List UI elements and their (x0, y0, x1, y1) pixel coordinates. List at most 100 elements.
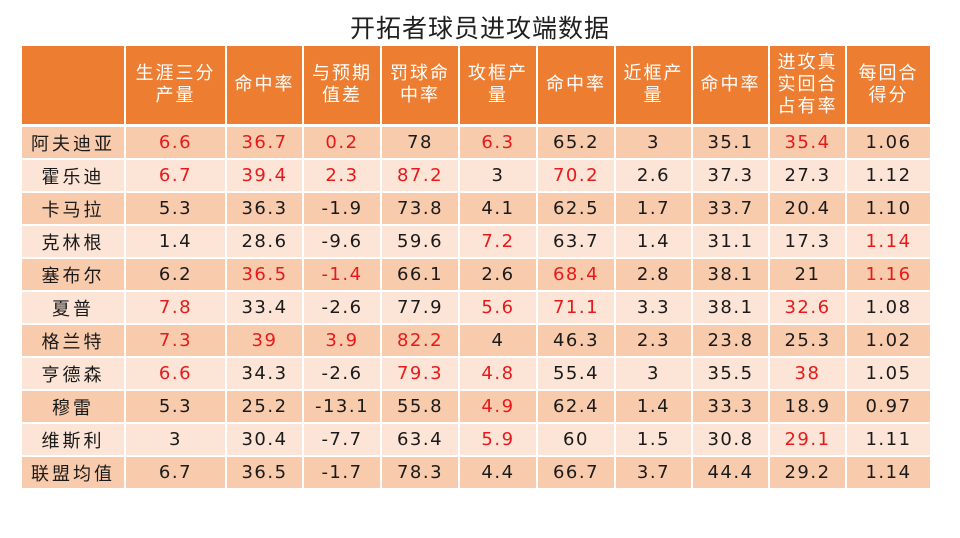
table-cell: 1.05 (847, 358, 930, 391)
table-cell: 32.6 (770, 292, 847, 325)
table-cell: 4.8 (460, 358, 538, 391)
stats-table: 生涯三分产量 命中率 与预期值差 罚球命中率 攻框产量 命中率 近框产量 命中率… (22, 46, 930, 490)
player-name-cell: 克林根 (22, 226, 126, 259)
table-row: 维斯利 3 30.4 -7.7 63.4 5.9 60 1.5 30.8 29.1 1.11 (22, 424, 930, 457)
table-cell: 27.3 (770, 160, 847, 193)
table-row: 霍乐迪 6.7 39.4 2.3 87.2 3 70.2 2.6 37.3 27.3 1.12 (22, 160, 930, 193)
table-cell: 34.3 (227, 358, 304, 391)
table-cell: 3.7 (616, 457, 693, 490)
table-cell: 7.2 (460, 226, 538, 259)
table-cell: -1.9 (304, 193, 382, 226)
header-cell: 攻框产量 (460, 46, 538, 127)
table-cell: 35.1 (693, 127, 770, 160)
table-cell: 3 (460, 160, 538, 193)
table-cell: 1.4 (616, 226, 693, 259)
table-cell: 6.6 (126, 127, 227, 160)
table-cell: 36.5 (227, 259, 304, 292)
table-cell: 1.10 (847, 193, 930, 226)
table-cell: 73.8 (382, 193, 460, 226)
table-cell: 63.4 (382, 424, 460, 457)
table-cell: 18.9 (770, 391, 847, 424)
table-cell: 70.2 (538, 160, 616, 193)
table-cell: 2.8 (616, 259, 693, 292)
header-cell: 近框产量 (616, 46, 693, 127)
table-cell: 46.3 (538, 325, 616, 358)
table-cell: 5.3 (126, 193, 227, 226)
table-row: 亨德森 6.6 34.3 -2.6 79.3 4.8 55.4 3 35.5 38 1.05 (22, 358, 930, 391)
table-cell: 6.2 (126, 259, 227, 292)
table-cell: 29.1 (770, 424, 847, 457)
table-cell: 21 (770, 259, 847, 292)
table-cell: 1.02 (847, 325, 930, 358)
table-cell: -1.4 (304, 259, 382, 292)
table-cell: -1.7 (304, 457, 382, 490)
table-cell: 0.2 (304, 127, 382, 160)
table-cell: 66.1 (382, 259, 460, 292)
table-cell: 39.4 (227, 160, 304, 193)
player-name-cell: 维斯利 (22, 424, 126, 457)
table-cell: 4.4 (460, 457, 538, 490)
table-cell: 2.6 (616, 160, 693, 193)
table-cell: 6.6 (126, 358, 227, 391)
table-cell: 55.8 (382, 391, 460, 424)
table-cell: 36.3 (227, 193, 304, 226)
table-cell: 38 (770, 358, 847, 391)
table-cell: 33.3 (693, 391, 770, 424)
table-cell: 68.4 (538, 259, 616, 292)
player-name-cell: 穆雷 (22, 391, 126, 424)
table-cell: 35.5 (693, 358, 770, 391)
table-cell: 62.4 (538, 391, 616, 424)
table-cell: 5.9 (460, 424, 538, 457)
table-row: 塞布尔 6.2 36.5 -1.4 66.1 2.6 68.4 2.8 38.1 21 1.16 (22, 259, 930, 292)
table-cell: 17.3 (770, 226, 847, 259)
table-cell: 1.16 (847, 259, 930, 292)
table-row: 夏普 7.8 33.4 -2.6 77.9 5.6 71.1 3.3 38.1 32.6 1.08 (22, 292, 930, 325)
table-cell: 1.7 (616, 193, 693, 226)
table-cell: 78.3 (382, 457, 460, 490)
table-cell: 0.97 (847, 391, 930, 424)
player-name-cell: 塞布尔 (22, 259, 126, 292)
table-cell: 1.14 (847, 226, 930, 259)
table-cell: 25.3 (770, 325, 847, 358)
table-cell: 59.6 (382, 226, 460, 259)
header-row: 生涯三分产量 命中率 与预期值差 罚球命中率 攻框产量 命中率 近框产量 命中率… (22, 46, 930, 127)
table-cell: 78 (382, 127, 460, 160)
table-cell: 66.7 (538, 457, 616, 490)
table-cell: -2.6 (304, 358, 382, 391)
table-cell: 25.2 (227, 391, 304, 424)
table-cell: 5.6 (460, 292, 538, 325)
table-cell: 65.2 (538, 127, 616, 160)
table-cell: 36.5 (227, 457, 304, 490)
table-cell: 87.2 (382, 160, 460, 193)
header-cell: 命中率 (538, 46, 616, 127)
table-cell: 77.9 (382, 292, 460, 325)
table-cell: 30.8 (693, 424, 770, 457)
table-cell: 62.5 (538, 193, 616, 226)
table-cell: -7.7 (304, 424, 382, 457)
table-cell: 1.5 (616, 424, 693, 457)
table-cell: 6.3 (460, 127, 538, 160)
table-row: 联盟均值 6.7 36.5 -1.7 78.3 4.4 66.7 3.7 44.4 29.2 1.1… (22, 457, 930, 490)
player-name-cell: 卡马拉 (22, 193, 126, 226)
header-cell (22, 46, 126, 127)
table-cell: 6.7 (126, 457, 227, 490)
table-cell: 30.4 (227, 424, 304, 457)
table-cell: 1.12 (847, 160, 930, 193)
table-cell: 3 (616, 358, 693, 391)
table-cell: 20.4 (770, 193, 847, 226)
table-cell: 3 (126, 424, 227, 457)
table-cell: 6.7 (126, 160, 227, 193)
table-cell: 3.3 (616, 292, 693, 325)
table-cell: 71.1 (538, 292, 616, 325)
table-cell: 4.9 (460, 391, 538, 424)
table-row: 穆雷 5.3 25.2 -13.1 55.8 4.9 62.4 1.4 33.3 18.9 0.97 (22, 391, 930, 424)
player-name-cell: 霍乐迪 (22, 160, 126, 193)
table-cell: 33.4 (227, 292, 304, 325)
player-name-cell: 格兰特 (22, 325, 126, 358)
table-cell: 1.11 (847, 424, 930, 457)
table-cell: 4.1 (460, 193, 538, 226)
table-cell: 36.7 (227, 127, 304, 160)
table-cell: 37.3 (693, 160, 770, 193)
table-cell: 31.1 (693, 226, 770, 259)
table-cell: 3 (616, 127, 693, 160)
